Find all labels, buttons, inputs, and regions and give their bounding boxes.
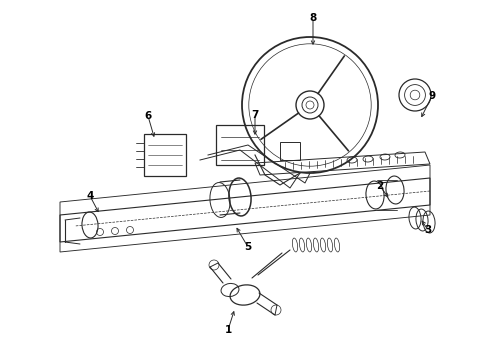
Text: 6: 6 [145, 111, 151, 121]
Text: 8: 8 [309, 13, 317, 23]
Text: 2: 2 [376, 181, 384, 191]
Text: 1: 1 [224, 325, 232, 335]
Text: 7: 7 [251, 110, 259, 120]
Text: 3: 3 [424, 225, 432, 235]
Text: 9: 9 [428, 91, 436, 101]
Text: 5: 5 [245, 242, 252, 252]
Text: 4: 4 [86, 191, 94, 201]
